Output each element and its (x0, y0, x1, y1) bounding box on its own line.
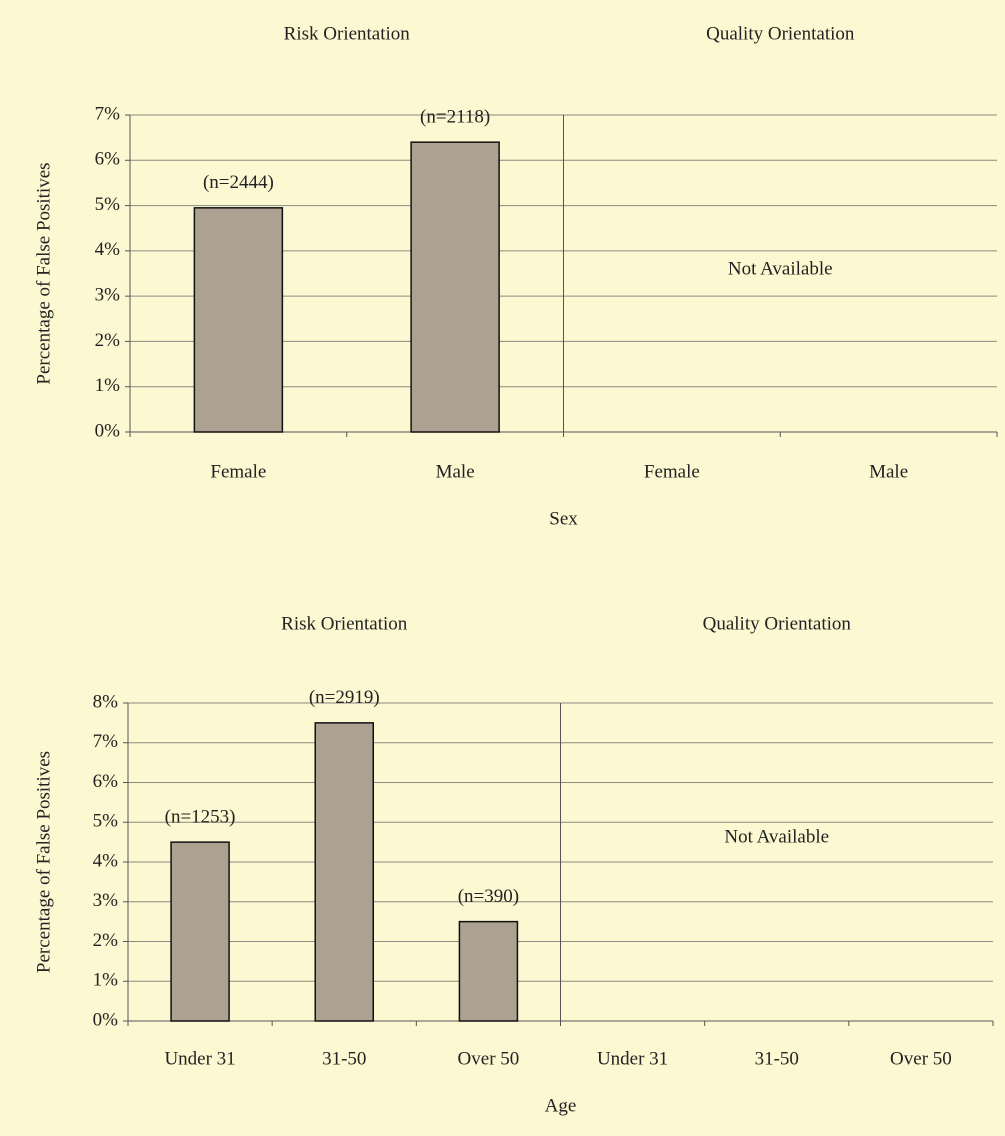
y-tick-label: 3% (95, 285, 121, 306)
bar (170, 841, 230, 1022)
x-axis-label: Age (545, 1095, 577, 1116)
x-tick-label: Over 50 (890, 1048, 952, 1069)
x-tick-label: 31-50 (755, 1048, 799, 1069)
y-tick-label: 6% (95, 149, 121, 170)
note: Not Available (724, 826, 829, 847)
y-tick-label: 2% (93, 930, 119, 951)
bar (314, 722, 374, 1022)
group-title: Risk Orientation (284, 23, 411, 44)
bar (193, 207, 284, 433)
bar-annotation: (n=2444) (203, 172, 274, 193)
x-axis-label: Sex (549, 508, 578, 529)
x-tick-label: Over 50 (458, 1048, 520, 1069)
y-tick-label: 6% (93, 771, 119, 792)
y-tick-label: 2% (95, 330, 121, 351)
y-tick-label: 7% (95, 103, 121, 124)
y-tick-label: 3% (93, 890, 119, 911)
bar (458, 920, 519, 1022)
bar-annotation: (n=1253) (165, 806, 236, 827)
bar (410, 141, 500, 433)
y-axis-label: Percentage of False Positives (33, 162, 54, 384)
x-tick-label: Male (869, 461, 908, 482)
x-tick-label: Under 31 (164, 1048, 235, 1069)
y-tick-label: 4% (95, 239, 121, 260)
y-tick-label: 5% (95, 194, 121, 215)
x-tick-label: Female (644, 461, 700, 482)
x-tick-label: Under 31 (597, 1048, 668, 1069)
x-tick-label: Female (210, 461, 266, 482)
group-title: Quality Orientation (706, 23, 855, 44)
bar-annotation: (n=2118) (420, 107, 490, 128)
group-title: Risk Orientation (281, 613, 408, 634)
y-tick-label: 1% (95, 375, 121, 396)
group-title: Quality Orientation (703, 613, 852, 634)
y-tick-label: 7% (93, 731, 119, 752)
y-axis-label: Percentage of False Positives (33, 751, 54, 973)
y-tick-label: 5% (93, 811, 119, 832)
y-tick-label: 8% (93, 691, 119, 712)
x-tick-label: 31-50 (322, 1048, 366, 1069)
y-tick-label: 1% (93, 970, 119, 991)
bar-annotation: (n=390) (458, 886, 519, 907)
y-tick-label: 4% (93, 850, 119, 871)
bar-annotation: (n=2919) (309, 687, 380, 708)
note: Not Available (728, 258, 833, 279)
x-tick-label: Male (436, 461, 475, 482)
y-tick-label: 0% (95, 420, 121, 441)
y-tick-label: 0% (93, 1009, 119, 1030)
